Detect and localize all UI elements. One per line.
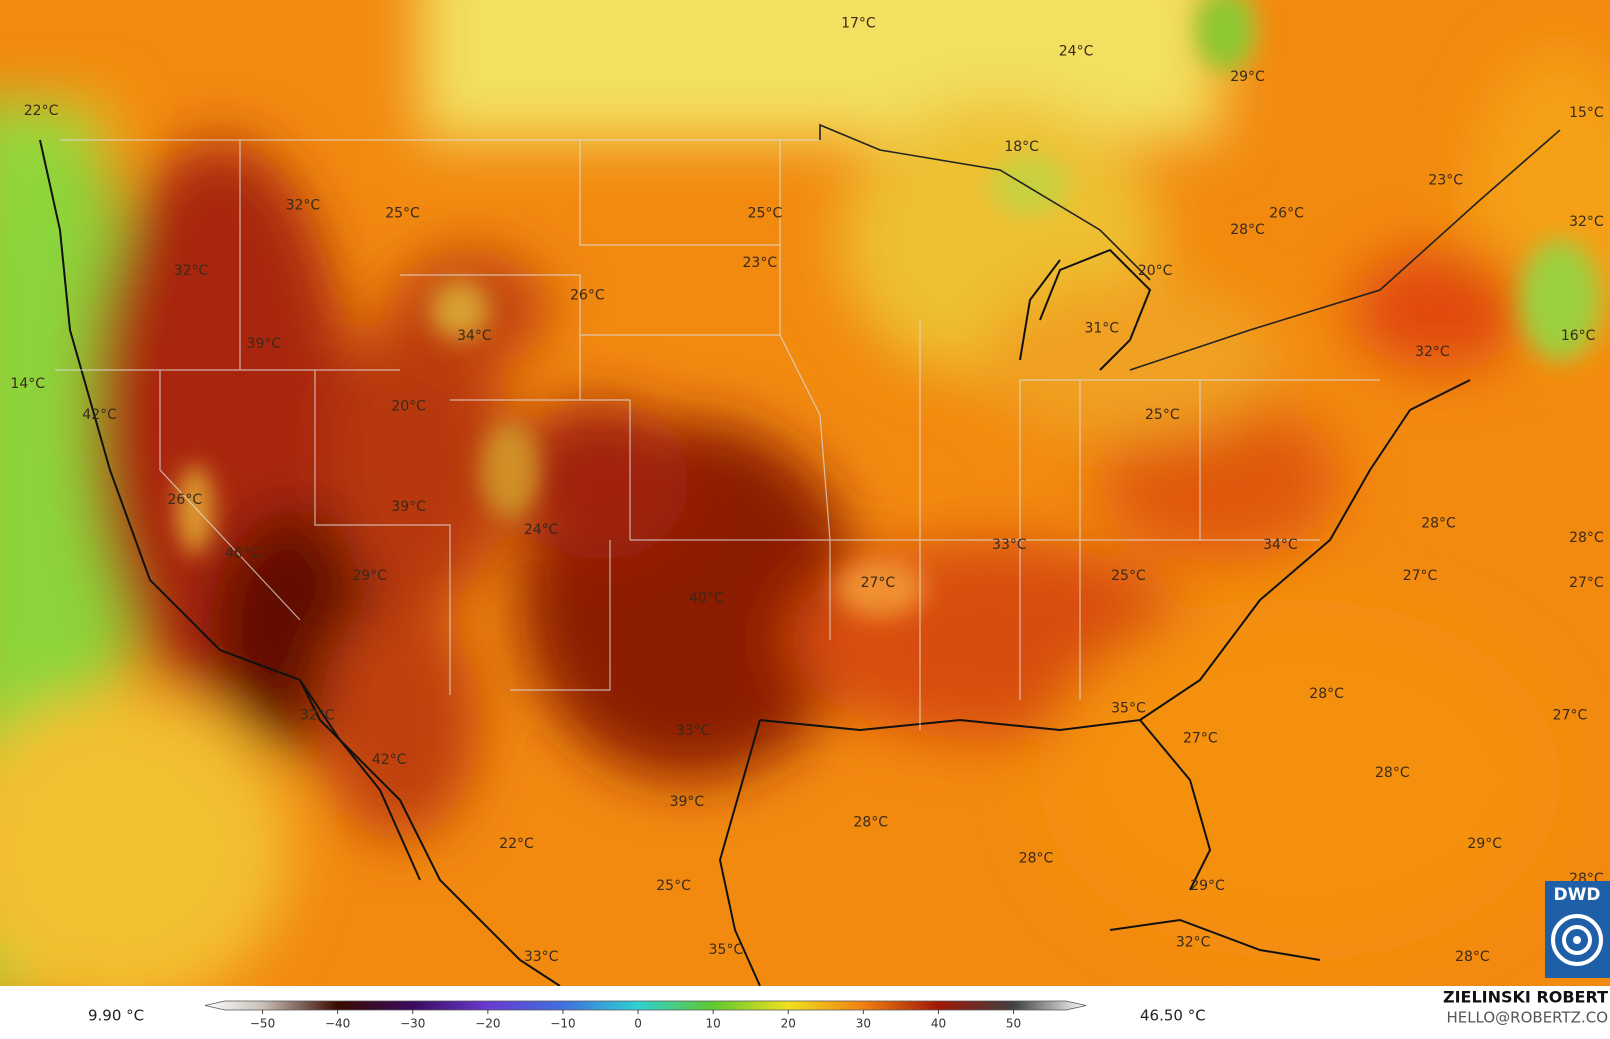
temperature-labels: 17°C 24°C 29°C 15°C 22°C 18°C 23°C 32°C 25°C 25°C… <box>10 16 1603 965</box>
temperature-label: 24°C <box>524 522 559 538</box>
temperature-label: 39°C <box>391 499 426 515</box>
temperature-label: 28°C <box>1455 949 1490 965</box>
colorbar-tick-label: 10 <box>706 1017 721 1031</box>
temperature-label: 28°C <box>1230 222 1265 238</box>
temperature-label: 25°C <box>748 206 783 222</box>
temperature-label: 33°C <box>524 949 559 965</box>
temperature-label: 14°C <box>10 376 45 392</box>
temperature-label: 25°C <box>1111 568 1146 584</box>
temperature-label: 29°C <box>1467 836 1502 852</box>
temperature-label: 32°C <box>300 708 335 724</box>
temperature-label: 20°C <box>391 399 426 415</box>
temperature-label: 29°C <box>352 568 387 584</box>
temperature-label: 28°C <box>1375 765 1410 781</box>
map-background <box>0 0 1610 986</box>
temperature-label: 23°C <box>743 255 778 271</box>
temperature-label: 46°C <box>225 545 260 561</box>
temperature-label: 23°C <box>1428 173 1463 189</box>
colorbar-tick-label: −40 <box>325 1017 350 1031</box>
colorbar-tick-label: 40 <box>931 1017 946 1031</box>
dwd-logo: DWD <box>1545 881 1610 978</box>
temperature-label: 35°C <box>1111 700 1146 716</box>
temperature-label: 27°C <box>1403 568 1438 584</box>
temperature-label: 18°C <box>1004 139 1039 155</box>
colorbar-bar <box>204 1000 1087 1011</box>
max-label: 46.50 °C <box>1140 1007 1206 1025</box>
temperature-label: 42°C <box>82 407 117 423</box>
temperature-label: 42°C <box>372 752 407 768</box>
temperature-label: 26°C <box>1269 206 1304 222</box>
temperature-label: 26°C <box>570 288 605 304</box>
temperature-label: 34°C <box>1263 537 1298 553</box>
temperature-label: 32°C <box>1569 214 1604 230</box>
temperature-label: 35°C <box>709 942 744 958</box>
temperature-label: 26°C <box>168 492 203 508</box>
colorbar-tick-label: −20 <box>475 1017 500 1031</box>
colorbar-tick-label: −30 <box>400 1017 425 1031</box>
temperature-label: 25°C <box>1145 407 1180 423</box>
temperature-label: 29°C <box>1190 878 1225 894</box>
credit-contact: HELLO@ROBERTZ.CO <box>1446 1009 1608 1027</box>
temperature-label: 28°C <box>1309 686 1344 702</box>
logo-spiral <box>1551 914 1603 966</box>
temperature-label: 34°C <box>457 328 492 344</box>
footer <box>0 986 1610 1035</box>
temperature-label: 33°C <box>992 537 1027 553</box>
logo-text: DWD <box>1554 885 1601 905</box>
colorbar-tick-label: −10 <box>550 1017 575 1031</box>
colorbar-tick-label: 20 <box>781 1017 796 1031</box>
colorbar-tick-label: 50 <box>1006 1017 1021 1031</box>
temperature-label: 27°C <box>1569 575 1604 591</box>
temperature-label: 32°C <box>1415 344 1450 360</box>
temperature-label: 24°C <box>1059 43 1094 59</box>
credit-author: ZIELINSKI ROBERT <box>1443 988 1608 1007</box>
temperature-label: 20°C <box>1138 263 1173 279</box>
temperature-label: 39°C <box>247 336 282 352</box>
temperature-label: 39°C <box>670 794 705 810</box>
colorbar-tick-label: 0 <box>634 1017 642 1031</box>
temperature-label: 17°C <box>841 16 876 32</box>
state-borders <box>55 139 1380 730</box>
temperature-label: 28°C <box>1569 530 1604 546</box>
temperature-label: 27°C <box>1553 708 1588 724</box>
temperature-label: 16°C <box>1561 328 1596 344</box>
temperature-label: 27°C <box>1183 730 1218 746</box>
colorbar-tick-label: −50 <box>250 1017 275 1031</box>
temperature-label: 28°C <box>1421 516 1456 532</box>
temperature-label: 29°C <box>1230 69 1265 85</box>
national-border <box>819 123 1561 371</box>
temperature-label: 27°C <box>861 575 896 591</box>
temperature-label: 15°C <box>1569 105 1604 121</box>
min-label: 9.90 °C <box>88 1007 144 1025</box>
temperature-label: 28°C <box>1019 850 1054 866</box>
temperature-label: 32°C <box>174 263 209 279</box>
temperature-label: 40°C <box>689 591 724 607</box>
temperature-label: 25°C <box>385 206 420 222</box>
temperature-label: 33°C <box>676 723 711 739</box>
colorbar-tick-label: 30 <box>856 1017 871 1031</box>
temperature-label: 32°C <box>286 197 321 213</box>
colorbar: −50 −40 −30 −20 −10 0 10 20 30 40 50 <box>204 1000 1087 1031</box>
temperature-label: 28°C <box>853 814 888 830</box>
temperature-label: 31°C <box>1084 321 1119 337</box>
temperature-label: 32°C <box>1176 935 1211 951</box>
logo-spiral <box>1573 936 1581 944</box>
temperature-label: 25°C <box>656 878 691 894</box>
temperature-label: 22°C <box>499 836 534 852</box>
temperature-label: 22°C <box>24 103 59 119</box>
logo-spiral <box>1562 925 1592 955</box>
coastline <box>39 139 1471 986</box>
